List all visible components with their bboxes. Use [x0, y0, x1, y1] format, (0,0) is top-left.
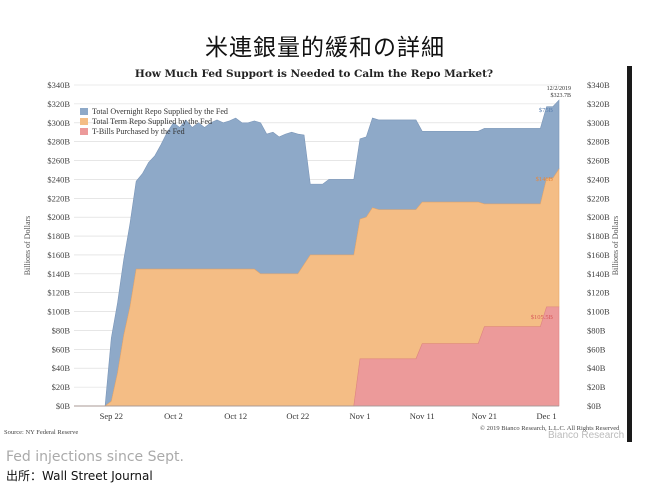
x-tick-label: Dec 1 [537, 411, 557, 421]
y-tick-label-left: $260B [47, 156, 70, 166]
chart-title: How Much Fed Support is Needed to Calm t… [134, 68, 494, 80]
y-tick-label-right: $100B [587, 307, 610, 317]
y-tick-label-left: $80B [52, 325, 71, 335]
annotation-date: 12/2/2019 [547, 86, 571, 92]
x-tick-label: Oct 22 [286, 411, 309, 421]
watermark: Bianco Research [548, 430, 625, 441]
slide-title: 米連銀量的緩和の詳細 [205, 35, 445, 61]
legend-swatch [80, 118, 88, 125]
y-axis-label-right: Billions of Dollars [611, 216, 620, 276]
y-tick-label-left: $340B [47, 80, 70, 90]
repo-support-chart: $0B $0B $20B $20B $40B $40B $60B $60B $80B $80B $1… [23, 80, 620, 421]
y-tick-label-left: $220B [47, 193, 70, 203]
x-tick-label: Oct 2 [164, 411, 183, 421]
x-tick-label: Sep 22 [100, 411, 123, 421]
y-tick-label-right: $220B [587, 193, 610, 203]
slide-caption: Fed injections since Sept. [6, 449, 184, 465]
y-tick-label-left: $20B [52, 382, 71, 392]
slide-credit: 出所：Wall Street Journal [6, 469, 153, 483]
y-tick-label-right: $120B [587, 288, 610, 298]
x-tick-label: Nov 21 [472, 411, 497, 421]
annotation-overnight: $75B [539, 107, 554, 114]
legend-entry: T-Bills Purchased by the Fed [92, 127, 185, 136]
y-tick-label-left: $280B [47, 137, 70, 147]
source-note: Source: NY Federal Reserve [4, 429, 79, 436]
copyright-note: © 2019 Bianco Research, L.L.C. All Right… [480, 425, 620, 432]
y-tick-label-right: $180B [587, 231, 610, 241]
y-tick-label-left: $100B [47, 307, 70, 317]
y-tick-label-left: $0B [56, 401, 71, 411]
y-tick-label-right: $300B [587, 118, 610, 128]
legend-entry: Total Term Repo Supplied by the Fed [92, 117, 212, 126]
y-axis-label-left: Billions of Dollars [23, 216, 32, 276]
y-tick-label-right: $20B [587, 382, 606, 392]
y-tick-label-left: $140B [47, 269, 70, 279]
y-tick-label-right: $240B [587, 174, 610, 184]
y-tick-label-right: $80B [587, 325, 606, 335]
annotation-tbills: $105.5B [531, 314, 554, 321]
y-tick-label-right: $60B [587, 344, 606, 354]
y-tick-label-right: $40B [587, 363, 606, 373]
y-tick-label-left: $60B [52, 344, 71, 354]
y-tick-label-left: $300B [47, 118, 70, 128]
x-tick-label: Nov 1 [350, 411, 371, 421]
x-tick-label: Oct 12 [224, 411, 247, 421]
x-tick-label: Nov 11 [410, 411, 435, 421]
annotation-term: $146B [536, 176, 554, 183]
y-tick-label-left: $160B [47, 250, 70, 260]
annotation-total: $323.7B [550, 92, 571, 99]
legend-swatch [80, 108, 88, 115]
legend-swatch [80, 128, 88, 135]
y-tick-label-right: $0B [587, 401, 602, 411]
y-tick-label-right: $200B [587, 212, 610, 222]
y-tick-label-right: $280B [587, 137, 610, 147]
y-tick-label-left: $240B [47, 174, 70, 184]
y-tick-label-left: $180B [47, 231, 70, 241]
y-tick-label-left: $40B [52, 363, 71, 373]
y-tick-label-right: $320B [587, 99, 610, 109]
y-tick-label-right: $160B [587, 250, 610, 260]
y-tick-label-left: $120B [47, 288, 70, 298]
legend-entry: Total Overnight Repo Supplied by the Fed [92, 107, 228, 116]
y-tick-label-right: $140B [587, 269, 610, 279]
y-tick-label-left: $200B [47, 212, 70, 222]
y-tick-label-right: $340B [587, 80, 610, 90]
y-tick-label-left: $320B [47, 99, 70, 109]
chart-frame: $0B $0B $20B $20B $40B $40B $60B $60B $80B $80B $1… [4, 66, 632, 442]
y-tick-label-right: $260B [587, 156, 610, 166]
